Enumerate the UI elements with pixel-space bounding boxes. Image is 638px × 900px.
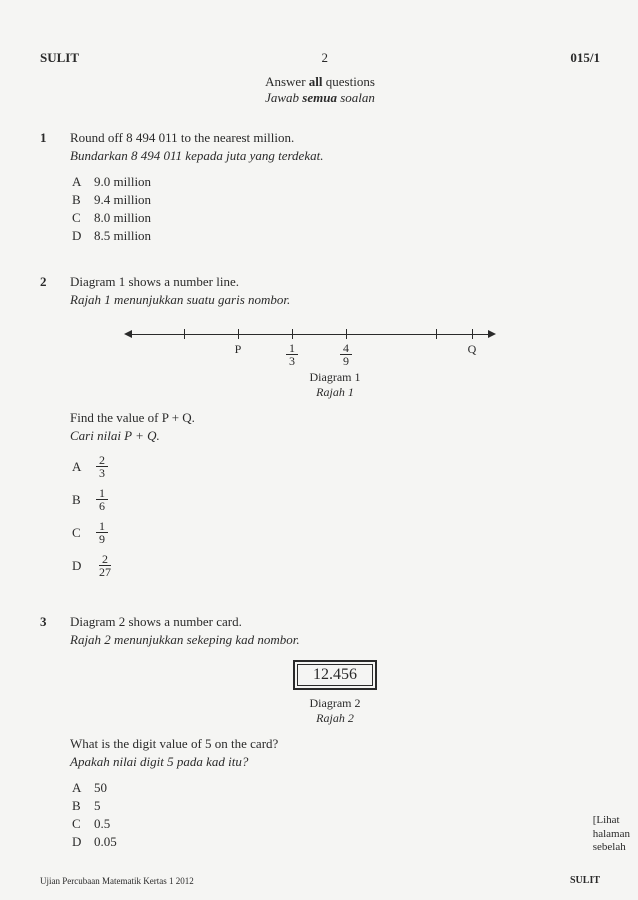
caption-en: Diagram 1	[70, 370, 600, 385]
opt-letter: D	[72, 558, 94, 574]
q2-text-en: Diagram 1 shows a number line.	[70, 274, 600, 290]
exam-page: SULIT 2 015/1 Answer all questions Jawab…	[0, 0, 638, 900]
footer-right: SULIT	[570, 875, 600, 886]
frac-den: 6	[96, 500, 108, 512]
q2-number: 2	[40, 274, 70, 586]
instruction-ms: Jawab semua soalan	[40, 90, 600, 106]
opt-letter: D	[72, 834, 94, 850]
q3-options: A50 B5 C0.5 D0.05	[72, 780, 600, 850]
q2-option-b: B16	[72, 487, 600, 512]
instr-ms-a: Jawab	[265, 90, 302, 105]
question-1: 1 Round off 8 494 011 to the nearest mil…	[40, 130, 600, 246]
nl-label-q: Q	[468, 342, 477, 357]
q1-option-b: B9.4 million	[72, 192, 600, 208]
opt-text: 8.0 million	[94, 210, 151, 226]
q3-body: Diagram 2 shows a number card. Rajah 2 m…	[70, 614, 600, 852]
question-2: 2 Diagram 1 shows a number line. Rajah 1…	[40, 274, 600, 586]
q3-number: 3	[40, 614, 70, 852]
q2-option-c: C19	[72, 520, 600, 545]
nl-tick	[238, 329, 239, 339]
q1-text-en: Round off 8 494 011 to the nearest milli…	[70, 130, 600, 146]
header: SULIT 2 015/1	[40, 50, 600, 66]
nl-tick	[472, 329, 473, 339]
paper-code: 015/1	[570, 50, 600, 66]
frac-den: 9	[96, 533, 108, 545]
nl-label-frac1: 13	[284, 342, 300, 367]
frac-den: 9	[340, 355, 352, 367]
instr-ms-b: semua	[302, 90, 340, 105]
opt-text: 0.5	[94, 816, 110, 832]
q3-option-c: C0.5	[72, 816, 600, 832]
instr-en-a: Answer	[265, 74, 309, 89]
question-3: 3 Diagram 2 shows a number card. Rajah 2…	[40, 614, 600, 852]
footer-note: [Lihat halaman sebelah	[593, 814, 630, 854]
q3-ask-en: What is the digit value of 5 on the card…	[70, 736, 600, 752]
q2-option-d: D227	[72, 553, 600, 578]
q2-options: A23 B16 C19 D227	[72, 454, 600, 578]
q2-find-ms: Cari nilai P + Q.	[70, 428, 600, 444]
instructions: Answer all questions Jawab semua soalan	[40, 74, 600, 106]
opt-text: 9.0 million	[94, 174, 151, 190]
q3-option-d: D0.05	[72, 834, 600, 850]
q3-option-a: A50	[72, 780, 600, 796]
opt-letter: B	[72, 492, 94, 508]
opt-letter: A	[72, 459, 94, 475]
q1-options: A9.0 million B9.4 million C8.0 million D…	[72, 174, 600, 244]
footer-note-2: halaman	[593, 828, 630, 841]
opt-text: 8.5 million	[94, 228, 151, 244]
opt-text: 0.05	[94, 834, 117, 850]
opt-text: 50	[94, 780, 107, 796]
q3-ask-ms: Apakah nilai digit 5 pada kad itu?	[70, 754, 600, 770]
opt-letter: D	[72, 228, 94, 244]
opt-text: 5	[94, 798, 101, 814]
frac-den: 27	[96, 566, 114, 578]
q2-body: Diagram 1 shows a number line. Rajah 1 m…	[70, 274, 600, 586]
frac-den: 3	[286, 355, 298, 367]
q3-text-en: Diagram 2 shows a number card.	[70, 614, 600, 630]
footer-left: Ujian Percubaan Matematik Kertas 1 2012	[40, 876, 194, 886]
opt-letter: A	[72, 174, 94, 190]
instr-en-b: all	[309, 74, 323, 89]
opt-letter: A	[72, 780, 94, 796]
q2-text-ms: Rajah 1 menunjukkan suatu garis nombor.	[70, 292, 600, 308]
nl-tick	[292, 329, 293, 339]
nl-tick	[436, 329, 437, 339]
frac-den: 3	[96, 467, 108, 479]
q2-option-a: A23	[72, 454, 600, 479]
q2-find-en: Find the value of P + Q.	[70, 410, 600, 426]
opt-letter: C	[72, 816, 94, 832]
opt-letter: C	[72, 210, 94, 226]
nl-label-p: P	[235, 342, 242, 357]
q1-number: 1	[40, 130, 70, 246]
q1-body: Round off 8 494 011 to the nearest milli…	[70, 130, 600, 246]
nl-tick	[346, 329, 347, 339]
instr-ms-c: soalan	[340, 90, 375, 105]
opt-letter: C	[72, 525, 94, 541]
q1-option-a: A9.0 million	[72, 174, 600, 190]
footer-note-3: sebelah	[593, 841, 630, 854]
q1-option-d: D8.5 million	[72, 228, 600, 244]
nl-tick	[184, 329, 185, 339]
opt-letter: B	[72, 798, 94, 814]
q1-text-ms: Bundarkan 8 494 011 kepada juta yang ter…	[70, 148, 600, 164]
nl-label-frac2: 49	[338, 342, 354, 367]
instr-en-c: questions	[323, 74, 375, 89]
caption-ms: Rajah 1	[70, 385, 600, 400]
opt-letter: B	[72, 192, 94, 208]
opt-text: 9.4 million	[94, 192, 151, 208]
header-classification: SULIT	[40, 50, 79, 66]
q3-option-b: B5	[72, 798, 600, 814]
diagram2-caption: Diagram 2 Rajah 2	[70, 696, 600, 726]
q3-text-ms: Rajah 2 menunjukkan sekeping kad nombor.	[70, 632, 600, 648]
caption-ms: Rajah 2	[70, 711, 600, 726]
diagram1-caption: Diagram 1 Rajah 1	[70, 370, 600, 400]
caption-en: Diagram 2	[70, 696, 600, 711]
arrow-right-icon	[488, 330, 496, 338]
q1-option-c: C8.0 million	[72, 210, 600, 226]
number-card: 12.456	[70, 660, 600, 690]
page-number: 2	[79, 50, 570, 66]
card-value: 12.456	[293, 660, 377, 690]
instruction-en: Answer all questions	[40, 74, 600, 90]
number-line-diagram: P 13 49 Q	[130, 324, 490, 364]
